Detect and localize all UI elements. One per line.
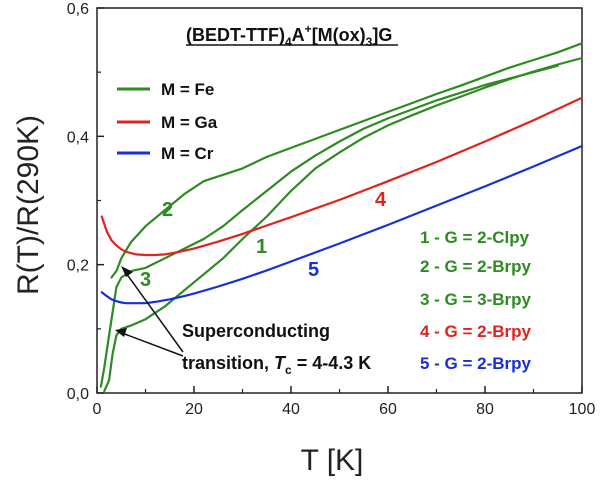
legend-item-cr: M = Cr — [117, 144, 214, 163]
x-tick-label: 60 — [379, 401, 397, 418]
chart-title: (BEDT-TTF)4A+[M(ox)3]G — [186, 22, 398, 49]
g-label-2: 2 - G = 2-Brpy — [420, 257, 532, 276]
series-line-2 — [110, 42, 584, 279]
annotation-arrow-upper — [125, 272, 184, 353]
axis-ticks: 0 20 40 60 80 100 0,0 0,2 0,4 0,6 — [67, 1, 596, 418]
g-label-1: 1 - G = 2-Clpy — [420, 228, 530, 247]
series-line-3 — [99, 64, 559, 388]
y-tick-label: 0,4 — [67, 129, 89, 146]
annotation-line2: transition, Tc = 4-4.3 K — [182, 353, 371, 377]
x-axis-title: T [K] — [301, 444, 364, 477]
svg-text:M = Cr: M = Cr — [161, 144, 214, 163]
series-line-5 — [100, 144, 584, 305]
legend: M = Fe M = Ga M = Cr — [117, 80, 218, 163]
title-mid: A — [292, 25, 305, 45]
g-label-5: 5 - G = 2-Brpy — [420, 354, 532, 373]
x-tick-label: 20 — [185, 401, 203, 418]
curve-label-1: 1 — [256, 236, 267, 258]
x-tick-label: 0 — [93, 401, 102, 418]
curve-label-3: 3 — [140, 269, 151, 291]
x-tick-label: 100 — [569, 401, 596, 418]
annotation-arrow-lower — [121, 332, 184, 357]
y-tick-label: 0,0 — [67, 386, 89, 403]
title-prefix: (BEDT-TTF) — [186, 25, 285, 45]
y-tick-label: 0,2 — [67, 258, 89, 275]
curve-label-5: 5 — [308, 259, 319, 281]
g-labels: 1 - G = 2-Clpy 2 - G = 2-Brpy 3 - G = 3-… — [420, 228, 532, 373]
series-layer — [99, 42, 584, 393]
series-line-4 — [100, 96, 584, 257]
x-tick-label: 40 — [282, 401, 300, 418]
legend-item-ga: M = Ga — [117, 113, 218, 132]
superconducting-annotation: Superconducting transition, Tc = 4-4.3 K — [115, 266, 371, 377]
title-sub2: 3 — [366, 35, 373, 49]
g-label-4: 4 - G = 2-Brpy — [420, 322, 532, 341]
annotation-line1: Superconducting — [182, 321, 330, 341]
svg-text:(BEDT-TTF)4A+[M(ox)3]G: (BEDT-TTF)4A+[M(ox)3]G — [186, 22, 392, 49]
title-suffix: ]G — [372, 25, 392, 45]
legend-item-fe: M = Fe — [117, 80, 214, 99]
svg-text:M = Fe: M = Fe — [161, 80, 214, 99]
title-sup: + — [305, 22, 312, 36]
curve-label-2: 2 — [162, 199, 173, 221]
title-sub1: 4 — [285, 35, 292, 49]
x-tick-label: 80 — [476, 401, 494, 418]
g-label-3: 3 - G = 3-Brpy — [420, 290, 532, 309]
title-bracket: [M(ox) — [312, 25, 366, 45]
curve-label-4: 4 — [375, 189, 387, 211]
svg-text:M = Ga: M = Ga — [161, 113, 218, 132]
annotation-arrowhead-upper — [121, 266, 133, 277]
series-line-1 — [103, 56, 584, 393]
y-axis-title: R(T)/R(290K) — [12, 115, 45, 295]
annotation-arrowhead-lower — [115, 328, 127, 337]
y-tick-label: 0,6 — [67, 1, 89, 18]
